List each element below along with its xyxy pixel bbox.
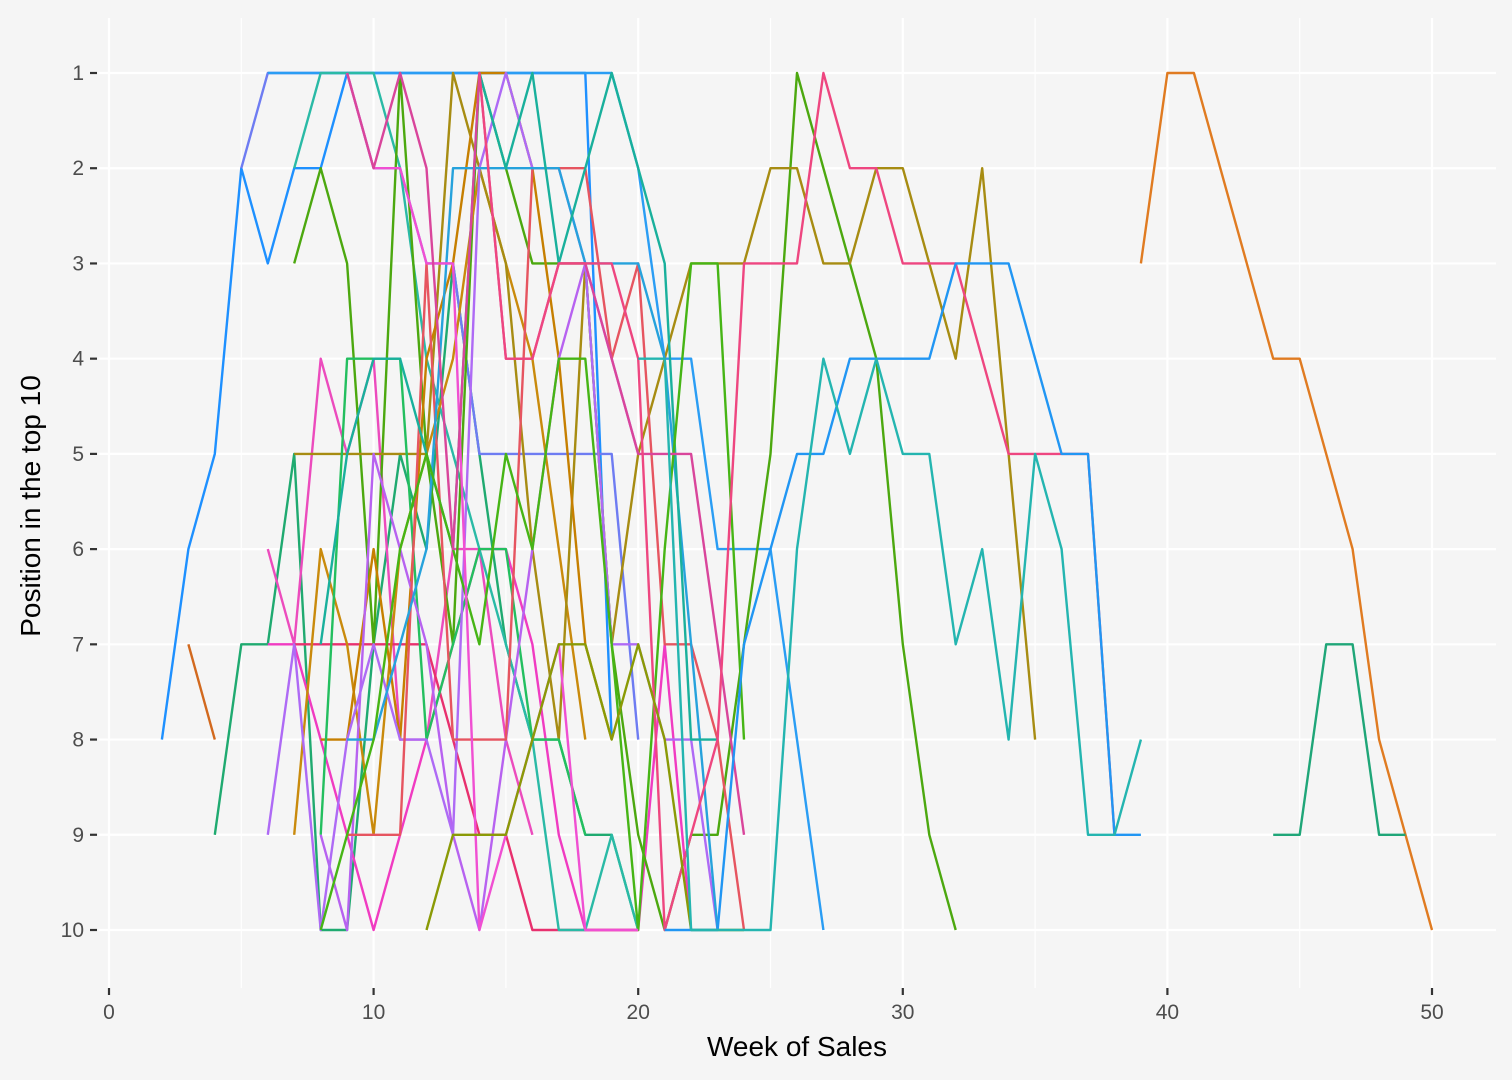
y-tick-label: 4 <box>72 348 84 371</box>
series-line-19 <box>319 71 718 741</box>
y-tick-label: 6 <box>72 538 84 561</box>
y-tick-label: 8 <box>72 729 84 752</box>
series-line-2 <box>187 643 216 740</box>
y-axis-title: Position in the top 10 <box>15 375 46 637</box>
series-line-18 <box>347 167 719 931</box>
x-tick-label: 40 <box>1156 1001 1179 1024</box>
series-line-14 <box>319 357 587 836</box>
x-tick-label: 10 <box>362 1001 385 1024</box>
x-tick-label: 0 <box>103 1001 115 1024</box>
series-line-11 <box>293 167 587 836</box>
x-tick-label: 20 <box>627 1001 650 1024</box>
y-tick-label: 2 <box>72 157 84 180</box>
series-line-26 <box>638 357 1143 932</box>
series-line-27 <box>1139 71 1434 931</box>
series-line-23 <box>478 71 1116 932</box>
x-tick-label: 50 <box>1420 1001 1443 1024</box>
y-tick-label: 10 <box>61 919 84 942</box>
y-tick-label: 5 <box>72 443 84 466</box>
series-line-10 <box>293 71 957 932</box>
x-axis-title: Week of Sales <box>707 1031 887 1062</box>
series-line-28 <box>1273 643 1406 836</box>
y-tick-label: 9 <box>72 824 84 847</box>
y-tick-label: 7 <box>72 633 84 656</box>
y-tick-label: 3 <box>72 252 84 275</box>
series-layer <box>160 71 1434 932</box>
axes: 0 10 20 30 40 50 1 2 3 4 5 6 7 8 9 10 <box>61 62 1444 1024</box>
y-tick-label: 1 <box>72 62 84 85</box>
x-tick-label: 30 <box>891 1001 914 1024</box>
series-line-25 <box>664 262 1141 932</box>
series-line-21 <box>345 72 639 932</box>
